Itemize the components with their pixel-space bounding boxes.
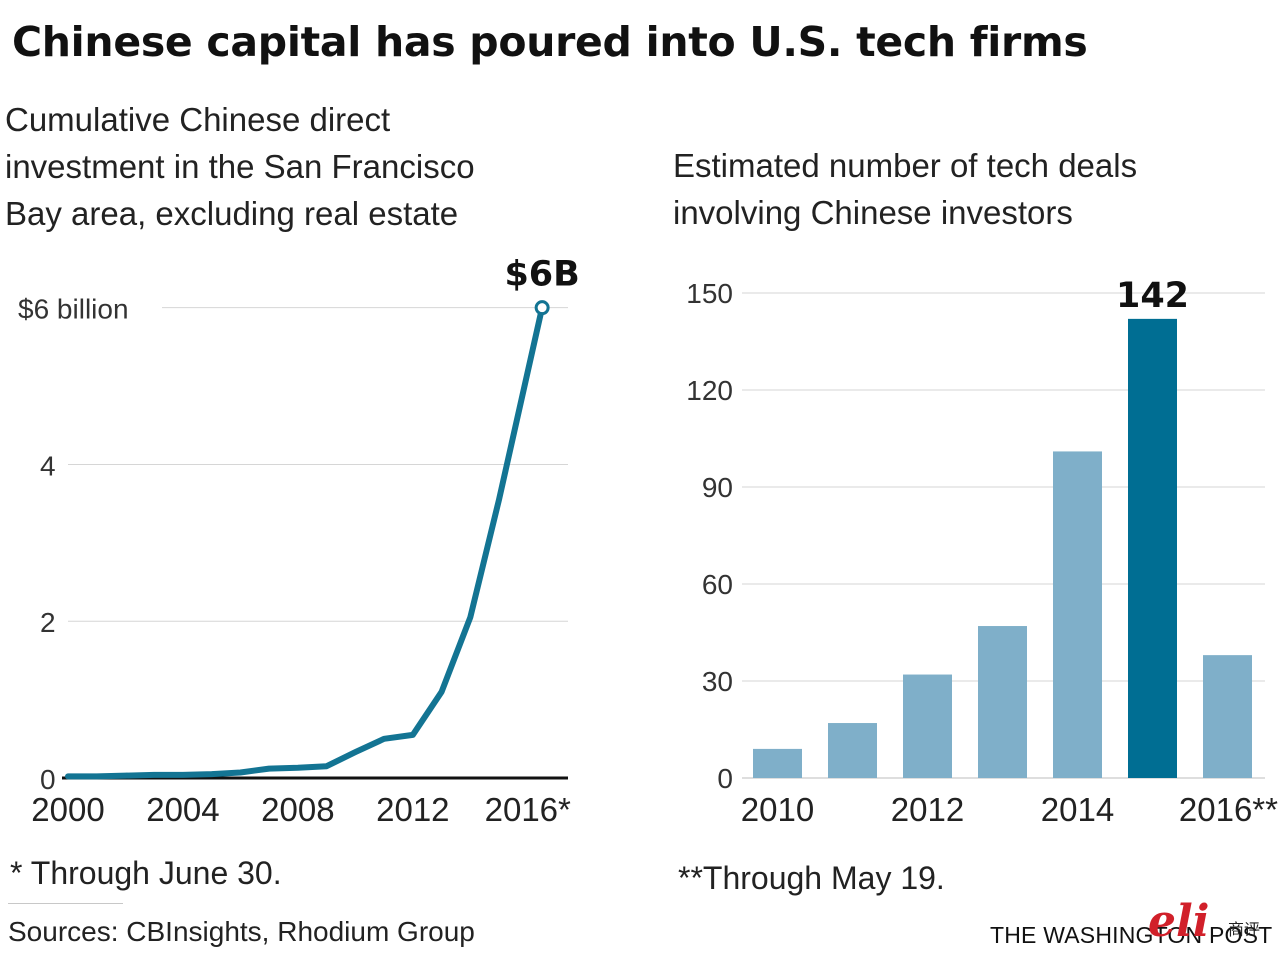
line-chart-y-tick-label: 4 <box>40 450 56 481</box>
line-chart-subtitle-line-2: investment in the San Francisco <box>5 148 475 185</box>
bar-chart-footnote: **Through May 19. <box>678 860 945 896</box>
watermark-logo: eli <box>1148 896 1210 947</box>
line-chart-x-tick-label: 2012 <box>376 791 449 828</box>
bar-chart-x-tick-label: 2010 <box>741 791 814 828</box>
bar-chart-x-tick-label: 2016** <box>1179 791 1278 828</box>
bar-highlight-label: 142 <box>1116 276 1189 316</box>
bar-2011 <box>828 723 877 778</box>
bar-chart-x-tick-label: 2012 <box>891 791 964 828</box>
bar-2015 <box>1128 318 1177 778</box>
line-chart-footnote: * Through June 30. <box>10 855 282 891</box>
line-chart-x-tick-label: 2000 <box>31 791 104 828</box>
bar-chart-y-tick-label: 30 <box>702 666 733 697</box>
bar-chart-subtitle-line-2: involving Chinese investors <box>673 194 1073 231</box>
sources-text: Sources: CBInsights, Rhodium Group <box>8 916 475 947</box>
watermark-text: 商评 <box>1228 922 1261 939</box>
line-chart-y-tick-label: 0 <box>40 764 56 795</box>
line-chart-subtitle-line-1: Cumulative Chinese direct <box>5 101 391 138</box>
bar-2014 <box>1053 451 1102 778</box>
bar-chart-x-tick-label: 2014 <box>1041 791 1114 828</box>
sources-divider <box>8 903 123 904</box>
line-chart-x-tick-label: 2004 <box>146 791 219 828</box>
line-chart-x-tick-label: 2008 <box>261 791 334 828</box>
bar-2012 <box>903 674 952 778</box>
bar-2016 <box>1203 655 1252 778</box>
line-chart-y-tick-label: $6 billion <box>18 294 129 325</box>
line-chart: 0 2 4 $6 billion 2000 2004 2008 2012 2016* $6B <box>18 255 580 828</box>
bar-chart-subtitle-line-1: Estimated number of tech deals <box>673 147 1138 184</box>
bar-chart-y-tick-label: 60 <box>702 569 733 600</box>
bar-chart: 0 30 60 90 120 150 142 2010 2012 2014 2016** <box>686 276 1278 828</box>
bar-chart-y-tick-label: 90 <box>702 472 733 503</box>
bar-2010 <box>753 748 802 778</box>
line-chart-end-label: $6B <box>504 255 579 295</box>
line-chart-end-point <box>534 300 550 316</box>
bar-chart-subtitle: Estimated number of tech deals involving… <box>673 142 1137 236</box>
line-chart-subtitle-line-3: Bay area, excluding real estate <box>5 195 459 232</box>
bar-chart-y-tick-label: 120 <box>686 375 733 406</box>
line-chart-y-tick-label: 2 <box>40 607 56 638</box>
bar-chart-y-tick-label: 150 <box>686 278 733 309</box>
line-chart-series-line <box>65 304 546 780</box>
line-chart-subtitle: Cumulative Chinese direct investment in … <box>5 96 475 237</box>
line-chart-x-tick-label: 2016* <box>485 791 571 828</box>
bar-chart-y-tick-label: 0 <box>717 763 733 794</box>
bar-2013 <box>978 626 1027 778</box>
chart-title: Chinese capital has poured into U.S. tec… <box>12 18 1088 66</box>
publisher-credit: THE WASHINGTON POST <box>990 922 1273 948</box>
